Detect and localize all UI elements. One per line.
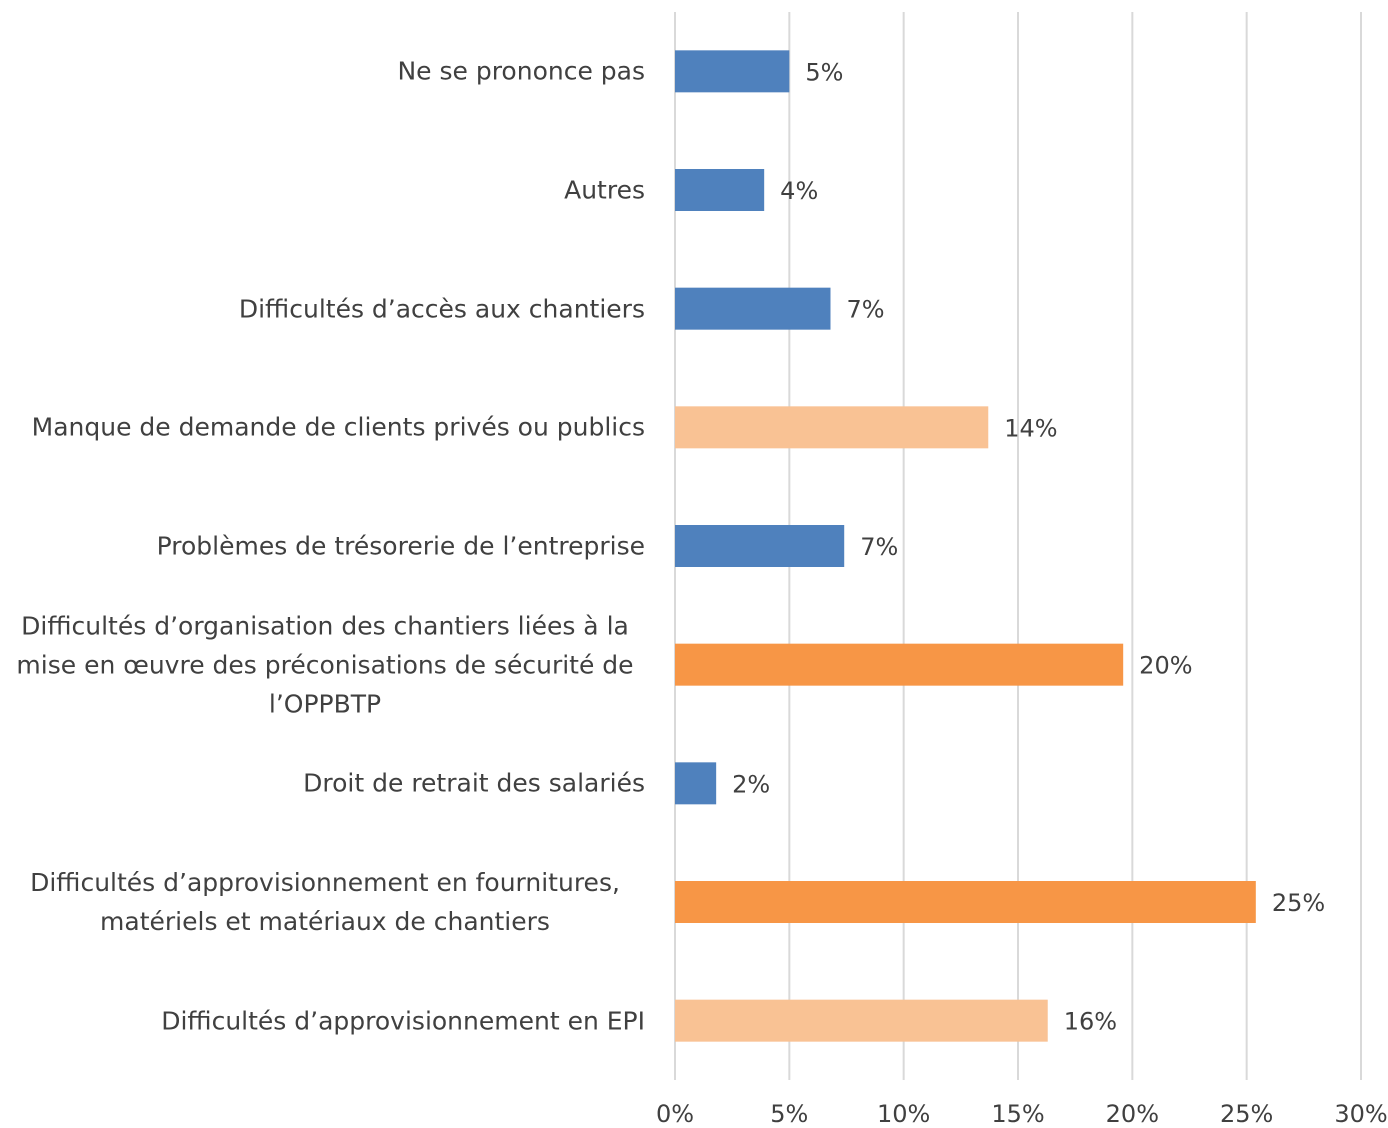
data-label: 16% [1064, 1008, 1117, 1036]
bar [675, 881, 1256, 923]
bar [675, 999, 1048, 1042]
x-tick-label: 20% [1106, 1100, 1159, 1128]
x-tick-label: 25% [1220, 1100, 1273, 1128]
category-label: Manque de demande de clients privés ou p… [31, 412, 645, 442]
data-label: 5% [805, 58, 843, 86]
bar [675, 643, 1124, 686]
x-tick-label: 30% [1334, 1100, 1387, 1128]
x-tick-label: 5% [770, 1100, 808, 1128]
data-label: 20% [1139, 652, 1192, 680]
x-tick-label: 15% [991, 1100, 1044, 1128]
data-label: 7% [860, 533, 898, 561]
data-label: 14% [1004, 414, 1057, 442]
bar [675, 287, 831, 330]
bar [675, 169, 765, 211]
bar [675, 525, 845, 567]
data-label: 7% [846, 296, 884, 324]
category-label: Difficultés d’approvisionnement en fourn… [30, 868, 620, 936]
bar [675, 50, 790, 93]
bar [675, 406, 989, 449]
category-label: Difficultés d’organisation des chantiers… [16, 611, 634, 719]
category-label: Difficultés d’accès aux chantiers [238, 294, 645, 324]
category-label: Droit de retrait des salariés [303, 768, 645, 798]
bar [675, 762, 717, 805]
data-label: 2% [732, 770, 770, 798]
data-label: 4% [780, 177, 818, 205]
x-tick-label: 0% [656, 1100, 694, 1128]
category-label: Difficultés d’approvisionnement en EPI [161, 1006, 645, 1036]
category-label: Ne se prononce pas [397, 56, 645, 86]
category-label: Problèmes de trésorerie de l’entreprise [156, 531, 645, 561]
x-tick-label: 10% [877, 1100, 930, 1128]
data-label: 25% [1272, 889, 1325, 917]
category-label: Autres [564, 175, 645, 205]
